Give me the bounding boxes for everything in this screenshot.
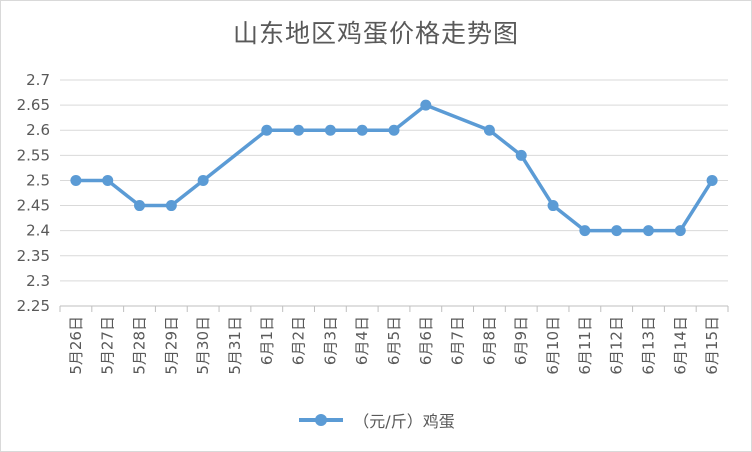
data-point <box>642 225 654 237</box>
x-tick-label: 6月8日 <box>480 316 498 365</box>
x-tick-label: 5月30日 <box>194 316 212 375</box>
series-layer <box>70 99 718 237</box>
x-tick-label: 5月26日 <box>67 316 85 375</box>
data-point <box>165 200 177 212</box>
x-tick-label: 6月5日 <box>385 316 403 365</box>
series-line <box>75 103 714 233</box>
data-point <box>388 124 400 136</box>
data-point <box>611 225 623 237</box>
data-point <box>515 149 527 161</box>
data-point <box>70 174 82 186</box>
gridlines <box>59 79 729 312</box>
x-tick-label: 5月27日 <box>99 316 117 375</box>
x-tick-label: 6月2日 <box>290 316 308 365</box>
x-axis-tick-labels: 5月26日 5月27日 5月28日 5月29日 5月30日 5月31日 6月1日 6月2日 6月… <box>67 316 721 375</box>
x-tick-label: 6月11日 <box>576 316 594 375</box>
legend-label: （元/斤）鸡蛋 <box>353 412 455 431</box>
x-tick-label: 6月15日 <box>703 316 721 375</box>
x-tick-label: 6月7日 <box>449 316 467 365</box>
x-tick-label: 6月3日 <box>321 316 339 365</box>
y-tick-label: 2.25 <box>17 297 50 315</box>
x-tick-label: 6月14日 <box>671 316 689 375</box>
y-axis-tick-labels: 2.25 2.3 2.35 2.4 2.45 2.5 2.55 2.6 2.65 2.7 <box>17 71 50 315</box>
chart-title: 山东地区鸡蛋价格走势图 <box>232 19 519 48</box>
y-tick-label: 2.5 <box>26 171 50 189</box>
y-tick-label: 2.65 <box>17 96 50 114</box>
x-tick-label: 6月13日 <box>639 316 657 375</box>
data-point <box>261 124 273 136</box>
x-tick-label: 5月31日 <box>226 316 244 375</box>
data-point <box>324 124 336 136</box>
x-tick-label: 6月12日 <box>608 316 626 375</box>
data-point <box>293 124 305 136</box>
data-point <box>674 225 686 237</box>
x-tick-label: 6月10日 <box>544 316 562 375</box>
data-point <box>706 174 718 186</box>
data-point <box>356 124 368 136</box>
x-tick-label: 6月6日 <box>417 316 435 365</box>
y-tick-label: 2.55 <box>17 146 50 164</box>
data-point <box>197 174 209 186</box>
data-point <box>547 200 559 212</box>
x-tick-label: 6月9日 <box>512 316 530 365</box>
y-tick-label: 2.7 <box>26 71 50 89</box>
x-tick-label: 6月1日 <box>258 316 276 365</box>
y-tick-label: 2.45 <box>17 197 50 215</box>
data-point <box>134 200 146 212</box>
x-tick-label: 5月28日 <box>131 316 149 375</box>
y-tick-label: 2.6 <box>26 121 50 139</box>
y-tick-label: 2.4 <box>26 222 50 240</box>
data-point <box>579 225 591 237</box>
legend-marker-icon <box>299 414 344 426</box>
legend: （元/斤）鸡蛋 <box>0 408 752 432</box>
x-tick-label: 5月29日 <box>162 316 180 375</box>
y-tick-label: 2.3 <box>26 272 50 290</box>
data-point <box>420 99 432 111</box>
y-tick-label: 2.35 <box>17 247 50 265</box>
data-point <box>483 124 495 136</box>
x-tick-label: 6月4日 <box>353 316 371 365</box>
data-point <box>102 174 114 186</box>
